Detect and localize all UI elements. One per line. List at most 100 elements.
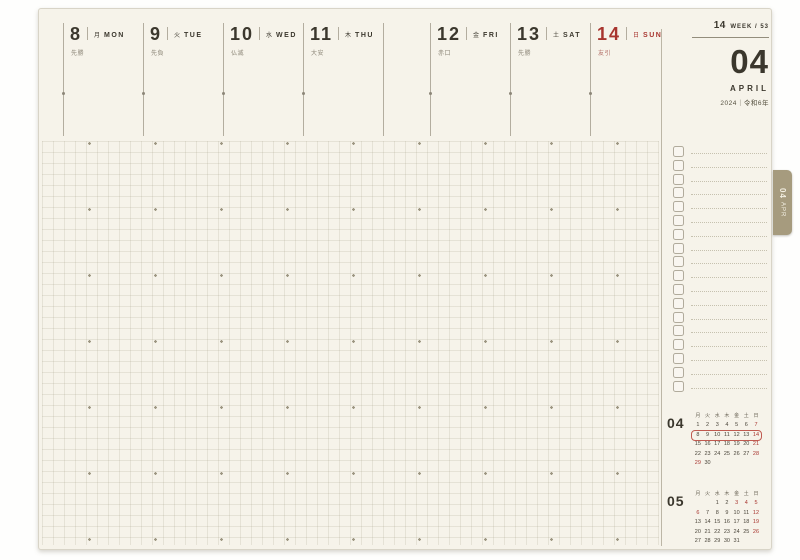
weekday-header-row: 月火水木金土日 — [693, 412, 761, 421]
calendar-day-cell: 1 — [715, 500, 719, 507]
calendar-day-cell: 16 — [704, 441, 711, 448]
calendar-day-cell: 30 — [723, 537, 730, 544]
checklist-row — [669, 158, 769, 172]
day-weekday-labels: 土 SAT — [553, 25, 581, 39]
checklist-row — [669, 365, 769, 379]
calendar-day-cell: 9 — [706, 431, 710, 438]
column-marker-dot — [142, 92, 145, 95]
calendar-day-cell: 26 — [752, 528, 760, 535]
calendar-day-cell: 10 — [733, 509, 740, 516]
calendar-day-cell: 29 — [714, 537, 721, 544]
day-number: 10 — [230, 24, 255, 44]
checkbox — [673, 352, 684, 364]
day-column-8: 8 月 MON 先勝 — [62, 23, 143, 137]
mini-calendar-04: 04 月火水木金土日 1 2 3 4 5 6 7 8 9 10 11 12 13 14 15 16 17 18 19 20… — [667, 407, 771, 468]
dotted-line — [691, 235, 767, 237]
rokuyo-label: 仏滅 — [231, 51, 245, 57]
calendar-day-cell: 13 — [694, 519, 701, 526]
checkbox — [673, 159, 684, 171]
calendar-day-cell: 23 — [723, 528, 730, 535]
calendar-day-cell: 31 — [733, 537, 740, 544]
checklist-row — [669, 185, 769, 199]
day-number: 13 — [517, 24, 542, 44]
calendar-day-cell: 24 — [733, 528, 740, 535]
day-abbreviation: TUE — [184, 32, 203, 39]
weekday-header-cell: 火 — [705, 491, 711, 497]
month-name: APRIL — [730, 84, 769, 93]
rokuyo-label: 先勝 — [518, 51, 532, 57]
checklist-row — [669, 310, 769, 324]
weekday-header-cell: 水 — [714, 491, 720, 497]
calendar-day-cell — [703, 499, 713, 508]
dot-grid-markers — [42, 141, 659, 545]
day-number: 9 — [150, 24, 163, 44]
week-number: 14 — [713, 20, 726, 31]
calendar-day-cell: 24 — [714, 450, 721, 457]
week-info-block: 14 WEEK / 53 04 APRIL 2024｜令和6年 — [692, 15, 769, 107]
day-header: 9 火 TUE — [143, 23, 223, 43]
calendar-day-cell: 6 — [744, 422, 748, 429]
rokuyo-label: 赤口 — [438, 51, 452, 57]
day-weekday-labels: 月 MON — [94, 25, 125, 39]
calendar-week-row: 6 7 8 9 10 11 12 — [693, 509, 761, 518]
checklist-row — [669, 282, 769, 296]
calendar-day-cell: 1 — [696, 422, 700, 429]
day-column-13: 13 土 SAT 先勝 — [509, 23, 590, 137]
dotted-line — [691, 194, 767, 196]
calendar-day-cell: 4 — [725, 422, 729, 429]
calendar-day-cell: 8 — [715, 509, 719, 516]
checklist-row — [669, 227, 769, 241]
calendar-day-cell: 2 — [706, 422, 710, 429]
checkbox — [673, 297, 684, 309]
calendar-week-row: 20 21 22 23 24 25 26 — [693, 528, 761, 537]
day-number: 8 — [70, 24, 83, 44]
calendar-day-cell: 14 — [704, 519, 711, 526]
calendar-day-cell — [732, 459, 742, 468]
day-header: 13 土 SAT — [510, 23, 590, 43]
column-marker-dot — [589, 92, 592, 95]
tab-month-number: 04 — [778, 187, 787, 199]
day-header-divider — [87, 27, 89, 40]
calendar-day-cell: 17 — [733, 519, 740, 526]
checklist-row — [669, 172, 769, 186]
day-header: 12 金 FRI — [430, 23, 510, 43]
checklist-row — [669, 379, 769, 393]
tab-month-abbr: APR — [779, 201, 786, 218]
dotted-line — [691, 359, 767, 361]
calendar-day-cell: 28 — [704, 537, 711, 544]
day-number: 12 — [437, 24, 462, 44]
day-kanji: 金 — [473, 33, 480, 39]
day-abbreviation: SUN — [643, 32, 663, 39]
calendar-day-cell: 3 — [715, 422, 719, 429]
calendar-day-cell: 20 — [694, 528, 701, 535]
week-info-line: 14 WEEK / 53 — [692, 15, 769, 33]
rokuyo-label: 友引 — [598, 51, 612, 57]
checkbox — [673, 366, 684, 378]
day-column-line — [303, 23, 304, 136]
column-marker-dot — [222, 92, 225, 95]
day-kanji: 月 — [94, 33, 101, 39]
calendar-day-cell: 8 — [696, 431, 700, 438]
calendar-day-cell: 21 — [704, 528, 711, 535]
rokuyo-label: 先勝 — [71, 51, 85, 57]
day-header: 14 日 SUN — [590, 23, 663, 43]
day-column-9: 9 火 TUE 先負 — [142, 23, 223, 137]
checkbox — [673, 256, 684, 268]
day-weekday-labels: 火 TUE — [174, 25, 203, 39]
checkbox — [673, 311, 684, 323]
day-abbreviation: THU — [355, 32, 374, 39]
day-column-line — [63, 23, 64, 136]
weekday-header-cell: 火 — [705, 413, 711, 419]
checkbox — [673, 201, 684, 213]
day-column-10: 10 水 WED 仏滅 — [222, 23, 303, 137]
checkbox — [673, 325, 684, 337]
day-abbreviation: SAT — [563, 32, 582, 39]
week-label: WEEK / 53 — [730, 24, 769, 30]
mini-calendar-month-label: 04 — [667, 415, 685, 431]
calendar-day-cell: 23 — [704, 450, 711, 457]
day-kanji: 火 — [174, 33, 181, 39]
calendar-day-cell: 26 — [733, 450, 740, 457]
weekday-header-cell: 水 — [714, 413, 720, 419]
day-column-12: 12 金 FRI 赤口 — [429, 23, 510, 137]
